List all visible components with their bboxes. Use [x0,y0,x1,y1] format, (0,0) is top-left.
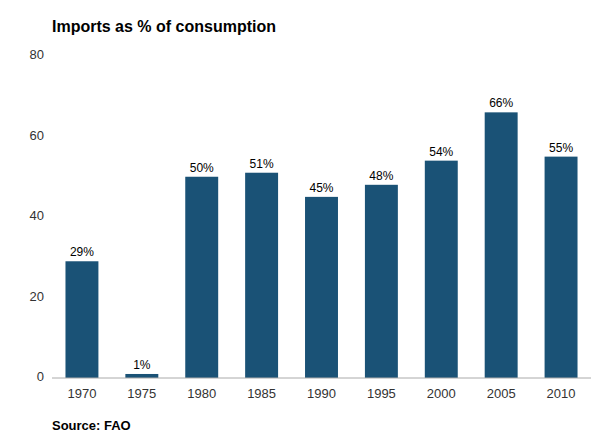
x-tick-label: 1990 [307,386,336,401]
x-tick-label: 1995 [367,386,396,401]
chart: 02040608029%1%50%51%45%48%54%66%55%19701… [0,0,609,444]
bar [305,197,338,378]
data-labels: 29% 1% 50% 51% 45% 48% 54% 66% 55% [70,96,573,372]
x-tick-label: 1985 [247,386,276,401]
y-tick-label: 40 [30,208,44,223]
data-label: 51% [250,157,274,171]
data-label: 1% [133,358,151,372]
x-tick-label: 1980 [187,386,216,401]
title: Imports as % of consumption [52,18,276,35]
bar [185,177,218,378]
y-tick-label: 0 [37,369,44,384]
data-label: 55% [549,141,573,155]
bar [245,173,278,378]
x-axis-line [52,378,591,379]
data-label: 66% [489,96,513,110]
data-label: 48% [369,169,393,183]
bar [365,185,398,378]
x-axis: 1970 1975 1980 1985 1990 1995 2000 2005 2010 [67,386,575,401]
x-tick-label: 1975 [127,386,156,401]
bar [125,374,158,378]
x-tick-label: 1970 [67,386,96,401]
bar [545,157,578,378]
x-tick-label: 2005 [487,386,516,401]
bar [65,261,98,378]
bar [485,112,518,378]
data-label: 29% [70,245,94,259]
data-label: 45% [309,181,333,195]
data-label: 50% [190,161,214,175]
x-tick-label: 2010 [547,386,576,401]
y-tick-label: 60 [30,128,44,143]
chart-container: 02040608029%1%50%51%45%48%54%66%55%19701… [0,0,609,444]
y-tick-label: 20 [30,289,44,304]
data-label: 54% [429,145,453,159]
background [0,0,609,444]
y-axis: 0 20 40 60 80 [30,47,44,384]
y-tick-label: 80 [30,47,44,62]
bar [425,161,458,378]
bars [65,112,577,378]
x-tick-label: 2000 [427,386,456,401]
annotation: Source: FAO [52,418,131,433]
